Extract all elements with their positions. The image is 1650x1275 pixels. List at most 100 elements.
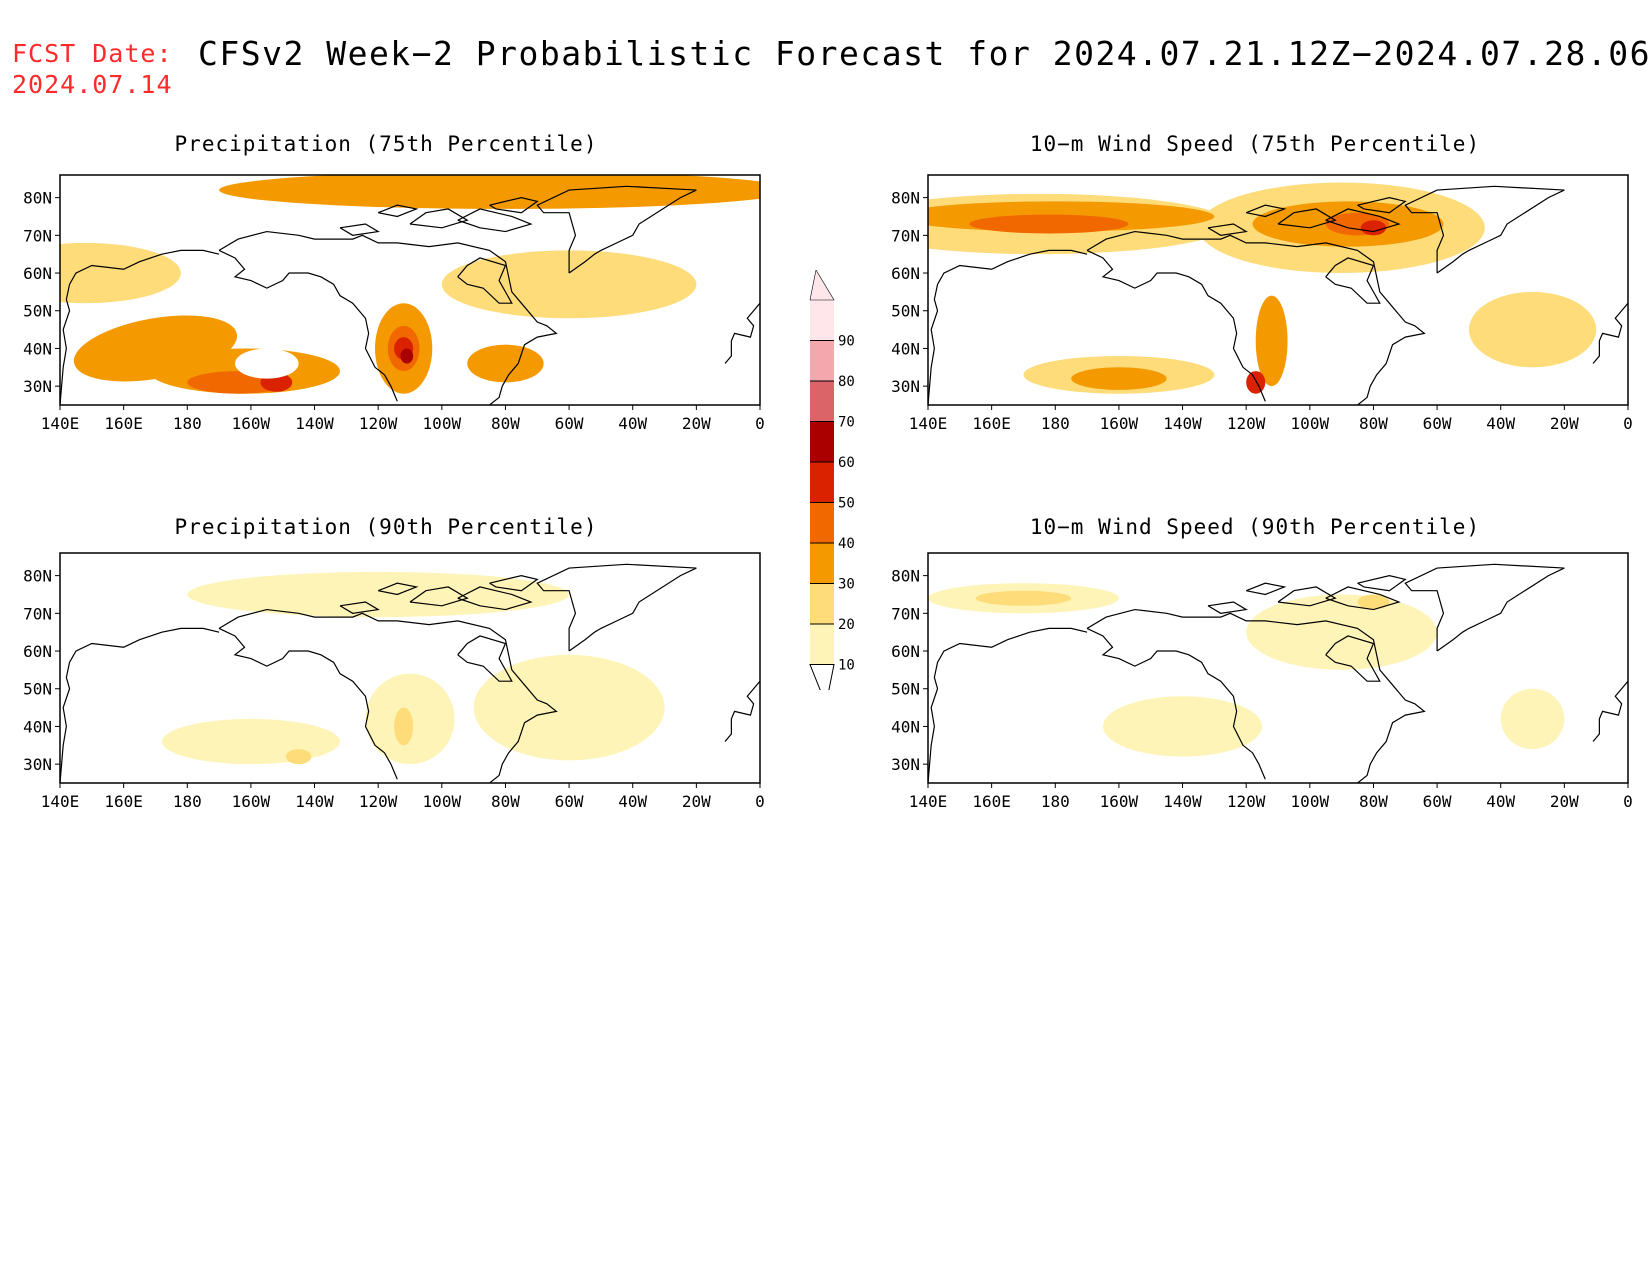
legend-label: 10 [838, 658, 855, 674]
legend-label: 50 [838, 496, 855, 512]
coastline [60, 627, 220, 783]
lat-label: 30N [23, 377, 52, 396]
lon-label: 140W [1163, 414, 1202, 433]
legend-swatch [810, 340, 834, 381]
lat-label: 80N [891, 189, 920, 208]
legend-label: 60 [838, 455, 855, 471]
coastline [724, 680, 760, 742]
panel-title-wind-90: 10−m Wind Speed (90th Percentile) [1029, 515, 1481, 539]
coastline [536, 185, 697, 274]
probability-field [928, 182, 1597, 394]
lon-label: 60W [1423, 414, 1452, 433]
lon-label: 160W [1100, 414, 1139, 433]
coastline [1325, 586, 1401, 611]
lon-label: 40W [618, 792, 647, 811]
lon-label: 20W [682, 414, 711, 433]
lon-label: 140E [909, 792, 948, 811]
legend-upper-triangle [809, 270, 835, 301]
coastline [1357, 575, 1407, 592]
lon-label: 160W [232, 792, 271, 811]
probability-field [60, 175, 760, 394]
lon-label: 100W [423, 792, 462, 811]
map-border [59, 552, 761, 784]
legend-swatch [810, 381, 834, 422]
lat-label: 70N [891, 226, 920, 245]
probability-blob [285, 749, 312, 765]
lon-label: 140E [41, 414, 80, 433]
lon-label: 60W [555, 792, 584, 811]
precip-75-map: 80N 70N 60N 50N 40N 30N 140E 160E 180 160W 140W 120… [23, 174, 765, 433]
coastline [1325, 208, 1401, 233]
legend-label: 80 [838, 374, 855, 390]
probability-blob [1246, 594, 1438, 670]
lat-label: 70N [891, 604, 920, 623]
coastline [218, 230, 558, 405]
probability-field [928, 583, 1565, 757]
coastline [1592, 680, 1628, 742]
probability-blob [161, 718, 340, 765]
coastline [1207, 601, 1248, 614]
probability-blob [219, 175, 760, 209]
probability-blob [1103, 696, 1263, 757]
lat-label: 60N [23, 264, 52, 283]
coastline [1086, 230, 1426, 405]
coastline [1086, 249, 1266, 402]
coastline [409, 586, 469, 607]
map-frame: 80N 70N 60N 50N 40N 30N 140E 160E 180 160W 140W 120… [23, 174, 765, 433]
lon-label: 80W [491, 414, 520, 433]
lat-label: 50N [891, 680, 920, 699]
coastline [457, 635, 513, 682]
lat-label: 60N [891, 264, 920, 283]
coastline [457, 208, 533, 233]
lon-label: 100W [423, 414, 462, 433]
probability-blob [467, 344, 544, 383]
lon-label: 140E [909, 414, 948, 433]
legend-label: 70 [838, 415, 855, 431]
lon-label: 80W [491, 792, 520, 811]
lat-label: 30N [891, 377, 920, 396]
wind-75-map: 80N 70N 60N 50N 40N 30N 140E 160E 180 160W 140W 120… [891, 174, 1633, 433]
probability-blob [1468, 291, 1597, 368]
probability-blob [1071, 367, 1167, 390]
coastline [1325, 257, 1381, 304]
lat-label: 40N [891, 339, 920, 358]
lon-label: 180 [173, 414, 202, 433]
legend-label: 40 [838, 536, 855, 552]
coastline [218, 627, 398, 780]
probability-blob [441, 250, 697, 319]
lon-label: 80W [1359, 414, 1388, 433]
lat-label: 70N [23, 604, 52, 623]
coastline [218, 249, 398, 402]
lon-label: 100W [1291, 414, 1330, 433]
coastline [1245, 582, 1287, 596]
lat-label: 80N [23, 567, 52, 586]
lat-label: 40N [23, 339, 52, 358]
lon-label: 180 [1041, 792, 1070, 811]
lon-label: 140W [295, 414, 334, 433]
lon-label: 140W [295, 792, 334, 811]
legend-label: 30 [838, 577, 855, 593]
probability-blob [1360, 220, 1387, 236]
legend-swatch [810, 462, 834, 503]
forecast-date-label: FCST Date: [12, 39, 173, 68]
probability-blob [473, 654, 665, 761]
legend-swatch [810, 421, 834, 462]
legend-label: 90 [838, 334, 855, 350]
forecast-date-value: 2024.07.14 [12, 70, 173, 99]
lat-label: 60N [891, 642, 920, 661]
lon-label: 120W [1227, 414, 1266, 433]
lon-label: 160E [972, 414, 1011, 433]
lat-label: 70N [23, 226, 52, 245]
coastline [409, 208, 469, 229]
coastline [377, 204, 419, 218]
coastline [339, 601, 380, 614]
lon-label: 20W [1550, 792, 1579, 811]
lat-label: 50N [891, 302, 920, 321]
probability-blob [1500, 688, 1565, 750]
lon-label: 40W [1486, 792, 1515, 811]
lon-label: 80W [1359, 792, 1388, 811]
coastline [489, 575, 539, 592]
forecast-date: FCST Date: 2024.07.14 [12, 38, 173, 100]
lon-label: 60W [1423, 792, 1452, 811]
map-border [927, 552, 1629, 784]
